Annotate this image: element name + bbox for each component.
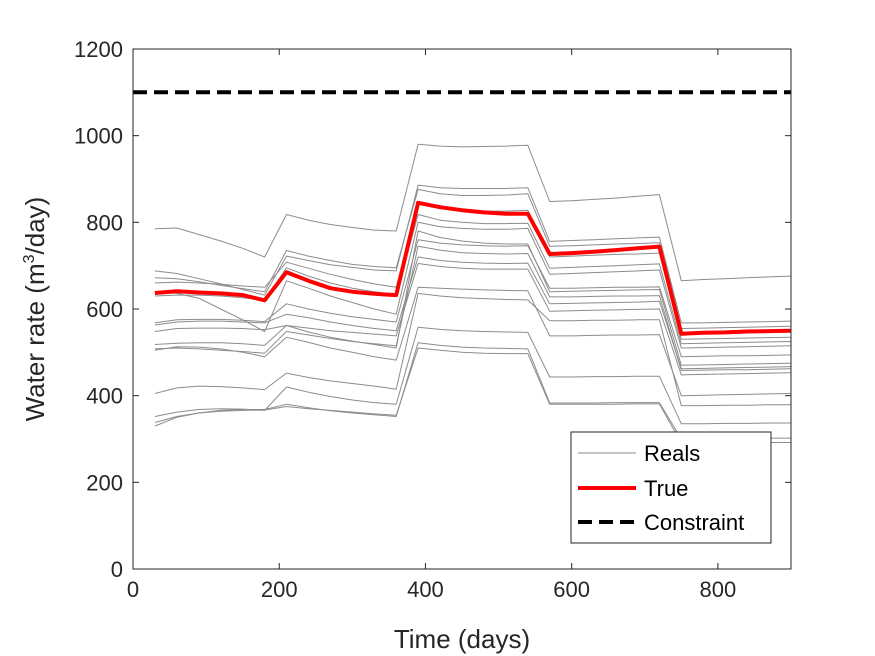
legend-label-true: True (644, 476, 688, 501)
series-line-realization-7 (154, 256, 792, 370)
series-line-realization-6 (154, 239, 792, 358)
series-line-realization-1 (154, 184, 792, 324)
legend: Reals True Constraint (570, 431, 772, 544)
x-tick-label-600: 600 (553, 577, 590, 602)
series-line-realization-2 (154, 188, 792, 329)
series-line-realization-0 (154, 143, 792, 282)
series-line-realization-8 (154, 263, 792, 376)
y-axis-label-sup: 3 (21, 254, 38, 263)
series-line-realization-12 (154, 292, 791, 407)
legend-box (570, 431, 772, 544)
series-line-realization-9 (154, 230, 792, 366)
series-layer (133, 90, 792, 444)
y-tick-label-1200: 1200 (74, 37, 123, 62)
legend-label-constraint: Constraint (644, 510, 744, 535)
x-tick-label-400: 400 (407, 577, 444, 602)
tick-layer: 0 200 400 600 800 0 200 400 600 800 1000 1200 (74, 37, 791, 602)
y-tick-label-0: 0 (111, 557, 123, 582)
y-axis-label: Water rate (m3/day) (20, 197, 50, 422)
x-tick-label-800: 800 (700, 577, 737, 602)
x-tick-label-0: 0 (127, 577, 139, 602)
y-tick-label-1000: 1000 (74, 124, 123, 149)
series-line-true-16 (154, 200, 792, 336)
y-tick-label-800: 800 (86, 210, 123, 235)
y-axis-label-tail: /day) (20, 197, 50, 255)
y-tick-label-600: 600 (86, 297, 123, 322)
x-tick-label-200: 200 (261, 577, 298, 602)
y-axis-label-main: Water rate (m (20, 263, 50, 421)
x-axis-label: Time (days) (394, 624, 530, 654)
legend-label-reals: Reals (644, 441, 700, 466)
series-line-realization-10 (154, 245, 792, 371)
series-line-realization-11 (154, 286, 792, 397)
y-tick-label-400: 400 (86, 384, 123, 409)
y-tick-label-200: 200 (86, 470, 123, 495)
